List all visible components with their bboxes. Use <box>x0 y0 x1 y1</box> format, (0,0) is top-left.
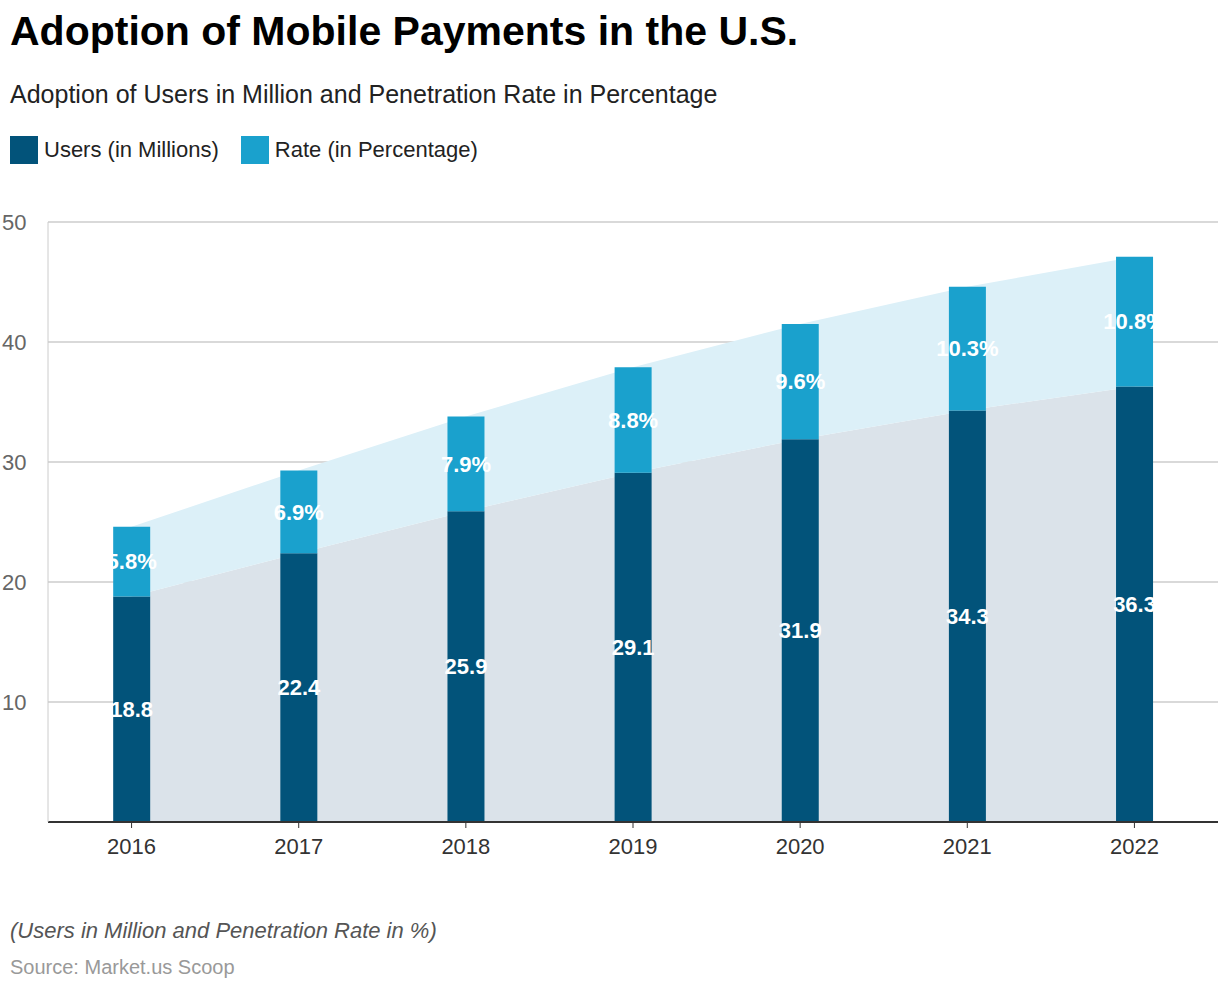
svg-text:6.9%: 6.9% <box>274 500 324 525</box>
svg-text:29.1: 29.1 <box>612 635 655 660</box>
html-text:Users (in Millions): Users (in Millions) <box>44 137 219 162</box>
svg-text:7.9%: 7.9% <box>441 452 491 477</box>
svg-text:22.4: 22.4 <box>277 675 321 700</box>
svg-text:2019: 2019 <box>609 834 658 859</box>
svg-text:34.3: 34.3 <box>946 604 989 629</box>
svg-text:40: 40 <box>8 330 26 355</box>
svg-text:2020: 2020 <box>776 834 825 859</box>
html-text:(Users in Million and Penetrat: (Users in Million and Penetration Rate i… <box>10 918 437 943</box>
svg-text:36.3: 36.3 <box>1113 592 1156 617</box>
svg-text:25.9: 25.9 <box>445 654 488 679</box>
svg-text:2022: 2022 <box>1110 834 1159 859</box>
html-text:Adoption of Users in Million a: Adoption of Users in Million and Penetra… <box>10 80 718 108</box>
svg-text:2017: 2017 <box>274 834 323 859</box>
html-text:Source: Market.us Scoop: Source: Market.us Scoop <box>10 956 235 978</box>
svg-text:2016: 2016 <box>107 834 156 859</box>
svg-text:18.8: 18.8 <box>110 697 153 722</box>
svg-text:50: 50 <box>8 210 26 235</box>
html-text:Rate (in Percentage): Rate (in Percentage) <box>274 137 478 162</box>
svg-text:9.6%: 9.6% <box>775 369 825 394</box>
svg-text:20: 20 <box>8 570 26 595</box>
svg-text:10.3%: 10.3% <box>936 336 998 361</box>
svg-text:10: 10 <box>8 690 26 715</box>
svg-text:31.9: 31.9 <box>779 618 822 643</box>
svg-text:2021: 2021 <box>943 834 992 859</box>
html-text:Adoption of Mobile Payments in: Adoption of Mobile Payments in the U.S. <box>10 8 799 54</box>
svg-text:10.8%: 10.8% <box>1103 309 1165 334</box>
svg-text:30: 30 <box>8 450 26 475</box>
svg-text:8.8%: 8.8% <box>608 408 658 433</box>
svg-text:2018: 2018 <box>441 834 490 859</box>
svg-text:5.8%: 5.8% <box>107 549 157 574</box>
